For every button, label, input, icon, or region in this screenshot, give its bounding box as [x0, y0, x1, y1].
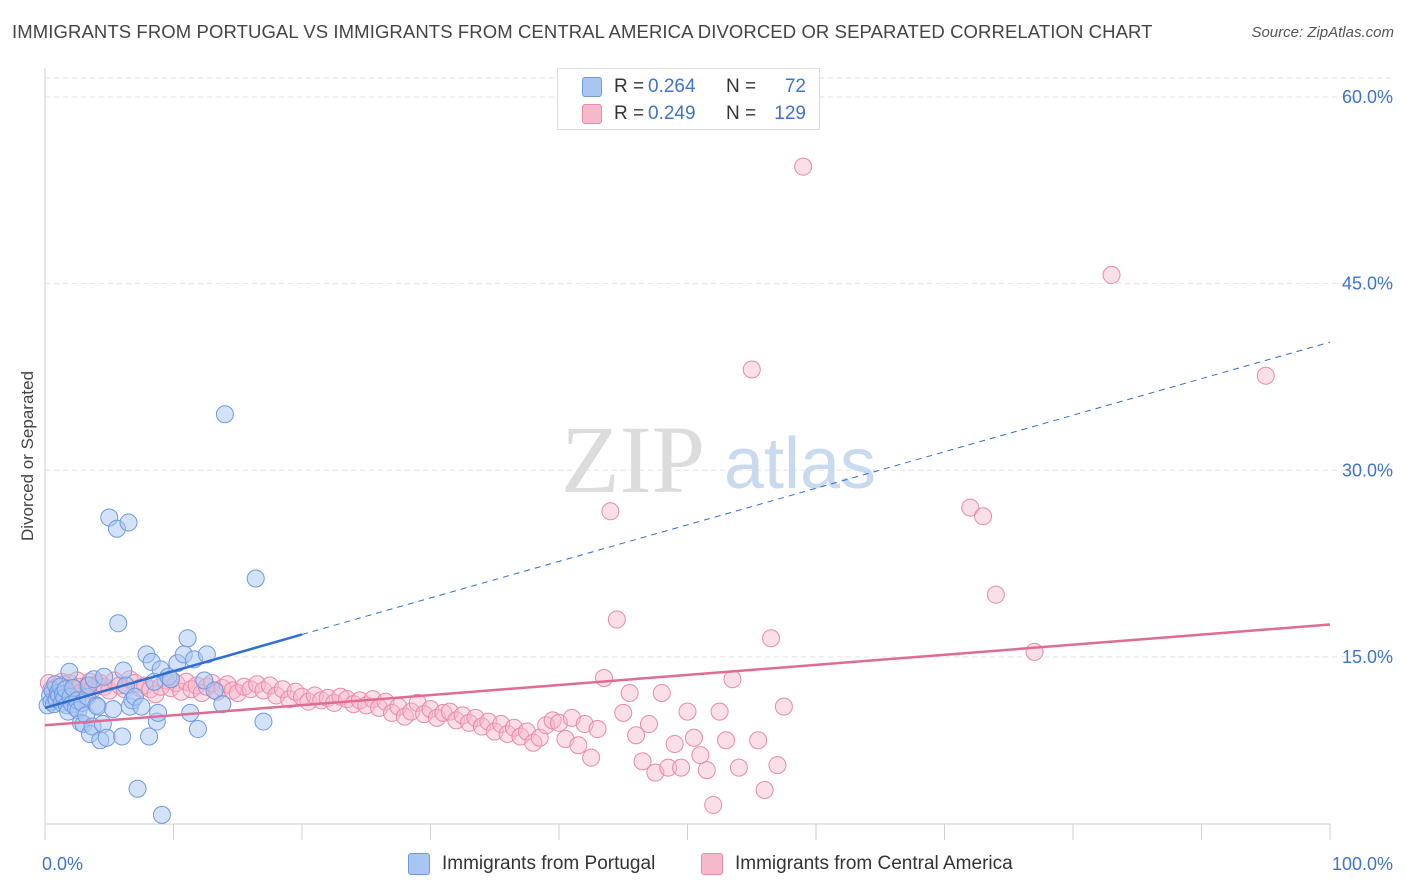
portugal-point [114, 661, 133, 680]
legend-row-portugal: R = 0.264 N = 72 [558, 75, 806, 99]
legend-n-label: N = [726, 76, 757, 97]
y-tick-label: 45.0% [1342, 274, 1393, 294]
portugal-point [104, 700, 123, 719]
portugal-point [205, 681, 224, 700]
portugal-point [109, 614, 128, 633]
portugal-point [88, 697, 107, 716]
portugal-point [97, 728, 116, 747]
central-america-point [704, 795, 723, 814]
central-america-point [678, 702, 697, 721]
central-america-point [762, 629, 781, 648]
central-america-point [691, 746, 710, 765]
legend-swatch-portugal [582, 77, 602, 97]
legend-n-value: 72 [784, 76, 806, 97]
portugal-point [113, 727, 132, 746]
x-tick-label: 100.0% [1332, 854, 1393, 874]
central-america-point [569, 736, 588, 755]
portugal-point [152, 805, 171, 824]
central-america-point [601, 502, 620, 521]
portugal-point [60, 662, 79, 681]
central-america-point [614, 703, 633, 722]
central-america-point [974, 507, 993, 526]
portugal-points [38, 405, 273, 824]
central-america-point [582, 748, 601, 767]
portugal-point [95, 667, 114, 686]
y-tick-label: 15.0% [1342, 647, 1393, 667]
central-america-point [665, 734, 684, 753]
x-tick-labels: 0.0% 100.0% [42, 854, 1393, 874]
central-america-point [627, 726, 646, 745]
central-america-point [588, 720, 607, 739]
trend-lines [44, 341, 1331, 727]
portugal-point [246, 569, 265, 588]
central-america-point [633, 752, 652, 771]
central-america-point [717, 731, 736, 750]
central-america-point [729, 758, 748, 777]
portugal-point [128, 779, 147, 798]
central-america-point [723, 670, 742, 689]
y-tick-labels: 15.0% 30.0% 45.0% 60.0% [1342, 87, 1393, 667]
central-america-point [594, 669, 613, 688]
portugal-point [178, 629, 197, 648]
legend-r-value: 0.249 [648, 103, 696, 124]
central-america-point [749, 731, 768, 750]
watermark-atlas: atlas [724, 424, 876, 504]
central-america-point [961, 498, 980, 517]
central-america-point [620, 683, 639, 702]
central-america-point [697, 761, 716, 780]
bottom-legend-swatch-portugal [408, 853, 430, 875]
chart-title: IMMIGRANTS FROM PORTUGAL VS IMMIGRANTS F… [12, 21, 1153, 42]
central-america-point [639, 715, 658, 734]
legend-swatch-central [582, 104, 602, 124]
central-america-point [652, 683, 671, 702]
y-tick-label: 60.0% [1342, 87, 1393, 107]
legend-n-label: N = [726, 103, 757, 124]
bottom-legend-central: Immigrants from Central America [701, 852, 1013, 876]
central-america-point [794, 157, 813, 176]
watermark: ZIP atlas [561, 406, 876, 513]
portugal-point [149, 703, 168, 722]
central-america-point [768, 756, 787, 775]
watermark-zip: ZIP [561, 406, 705, 513]
legend-n-value: 129 [774, 103, 806, 124]
legend-r-label: R = [614, 76, 645, 97]
portugal-point [132, 697, 151, 716]
y-tick-label: 30.0% [1342, 460, 1393, 480]
x-tick-label: 0.0% [42, 854, 83, 874]
central-america-point [684, 728, 703, 747]
portugal-point [213, 695, 232, 714]
portugal-point [215, 405, 234, 424]
portugal-point [119, 513, 138, 532]
central-america-point [172, 682, 191, 701]
portugal-trend-extension [301, 341, 1331, 635]
central-america-point [986, 585, 1005, 604]
bottom-legend-label-central: Immigrants from Central America [735, 853, 1013, 874]
central-america-trend-line [44, 623, 1331, 727]
legend-r-value: 0.264 [648, 76, 696, 97]
bottom-legend-label-portugal: Immigrants from Portugal [442, 853, 656, 874]
source-label: Source: ZipAtlas.com [1251, 24, 1394, 41]
central-america-point [755, 781, 774, 800]
legend-r-label: R = [614, 103, 645, 124]
central-america-point [742, 360, 761, 379]
portugal-trend-line [44, 633, 303, 710]
portugal-point [188, 720, 207, 739]
grid-lines [45, 77, 1393, 658]
central-america-point [710, 702, 729, 721]
central-america-point [1256, 366, 1275, 385]
portugal-point [140, 727, 159, 746]
central-america-point [607, 610, 626, 629]
central-america-point [672, 758, 691, 777]
central-america-point [223, 681, 242, 700]
bottom-legend-swatch-central [701, 853, 723, 875]
legend-row-central: R = 0.249 N = 129 [558, 102, 806, 126]
bottom-legend-portugal: Immigrants from Portugal [408, 852, 655, 876]
central-america-point [774, 697, 793, 716]
legend: R = 0.264 N = 72 R = 0.249 N = 129 [557, 68, 820, 130]
portugal-point [254, 712, 273, 731]
central-america-point [1102, 265, 1121, 284]
central-america-point [659, 758, 678, 777]
central-america-point [1025, 642, 1044, 661]
